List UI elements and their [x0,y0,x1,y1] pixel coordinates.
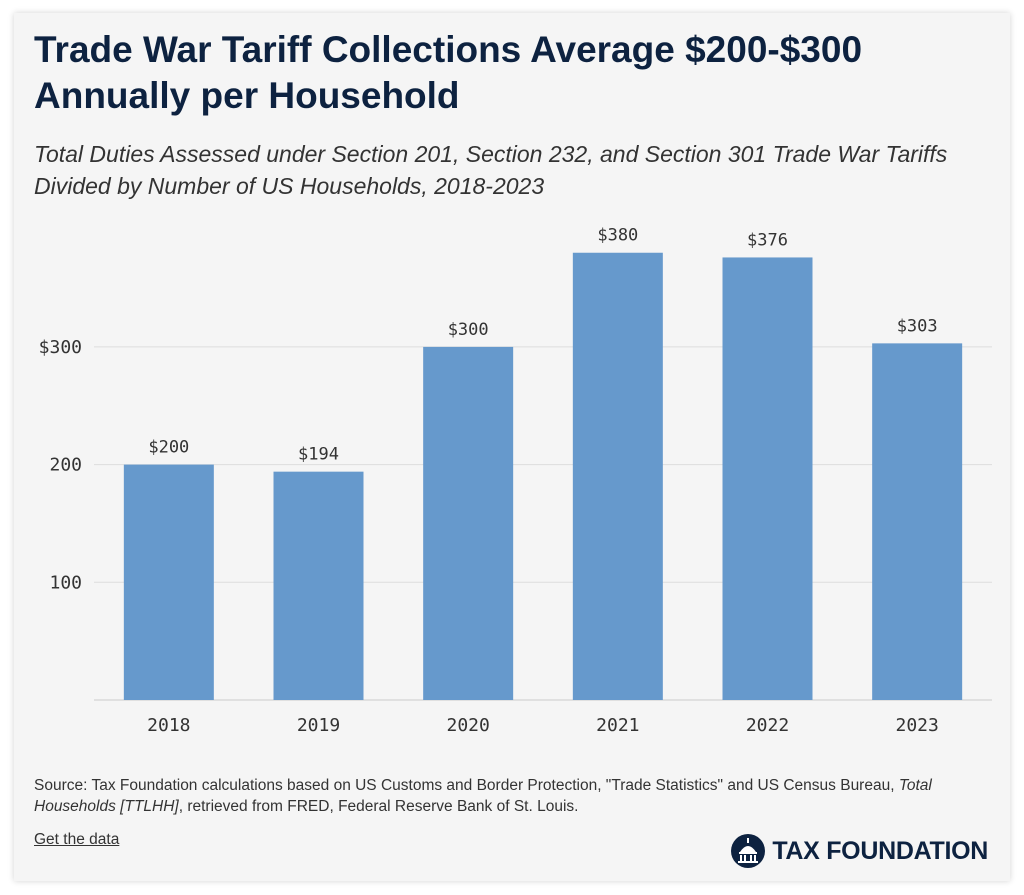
x-tick-label: 2023 [895,715,938,736]
data-label: $376 [747,230,788,250]
gridlines [94,346,992,701]
data-label: $300 [448,320,489,340]
y-tick-label: $300 [39,337,82,358]
bar [423,346,514,700]
get-the-data-link[interactable]: Get the data [34,831,120,848]
y-tick-label: 200 [49,455,82,476]
data-label: $200 [148,438,189,458]
data-label: $303 [897,316,938,336]
bar [123,464,214,700]
x-tick-label: 2018 [147,715,190,736]
x-tick-label: 2020 [446,715,489,736]
tax-foundation-logo: TAX FOUNDATION [730,833,988,869]
bars [123,252,963,701]
source-italic: Total Households [TTLHH] [34,777,932,815]
x-tick-label: 2022 [746,715,789,736]
chart-card: Trade War Tariff Collections Average $20… [14,13,1010,881]
data-label: $380 [597,226,638,246]
labels: 100 200 $300 $200 2018 $194 2019 $300 2020 $380 20… [39,226,939,736]
logo-text: TAX FOUNDATION [772,836,988,865]
x-tick-label: 2021 [596,715,639,736]
chart-subtitle: Total Duties Assessed under Section 201,… [34,141,948,199]
bar [273,471,364,700]
bar [872,343,963,700]
bar [572,252,663,701]
data-label: $194 [298,445,339,465]
y-tick-label: 100 [49,572,82,593]
capitol-dome-icon [731,834,766,868]
x-tick-label: 2019 [297,715,340,736]
bar [722,257,813,700]
source-text-end: , retrieved from FRED, Federal Reserve B… [178,798,579,815]
source-text: Source: Tax Foundation calculations base… [34,777,899,794]
chart-title: Trade War Tariff Collections Average $20… [34,29,863,116]
bar-chart: 100 200 $300 $200 2018 $194 2019 $300 2020 $380 20… [39,226,992,736]
source-note: Source: Tax Foundation calculations base… [34,775,984,817]
